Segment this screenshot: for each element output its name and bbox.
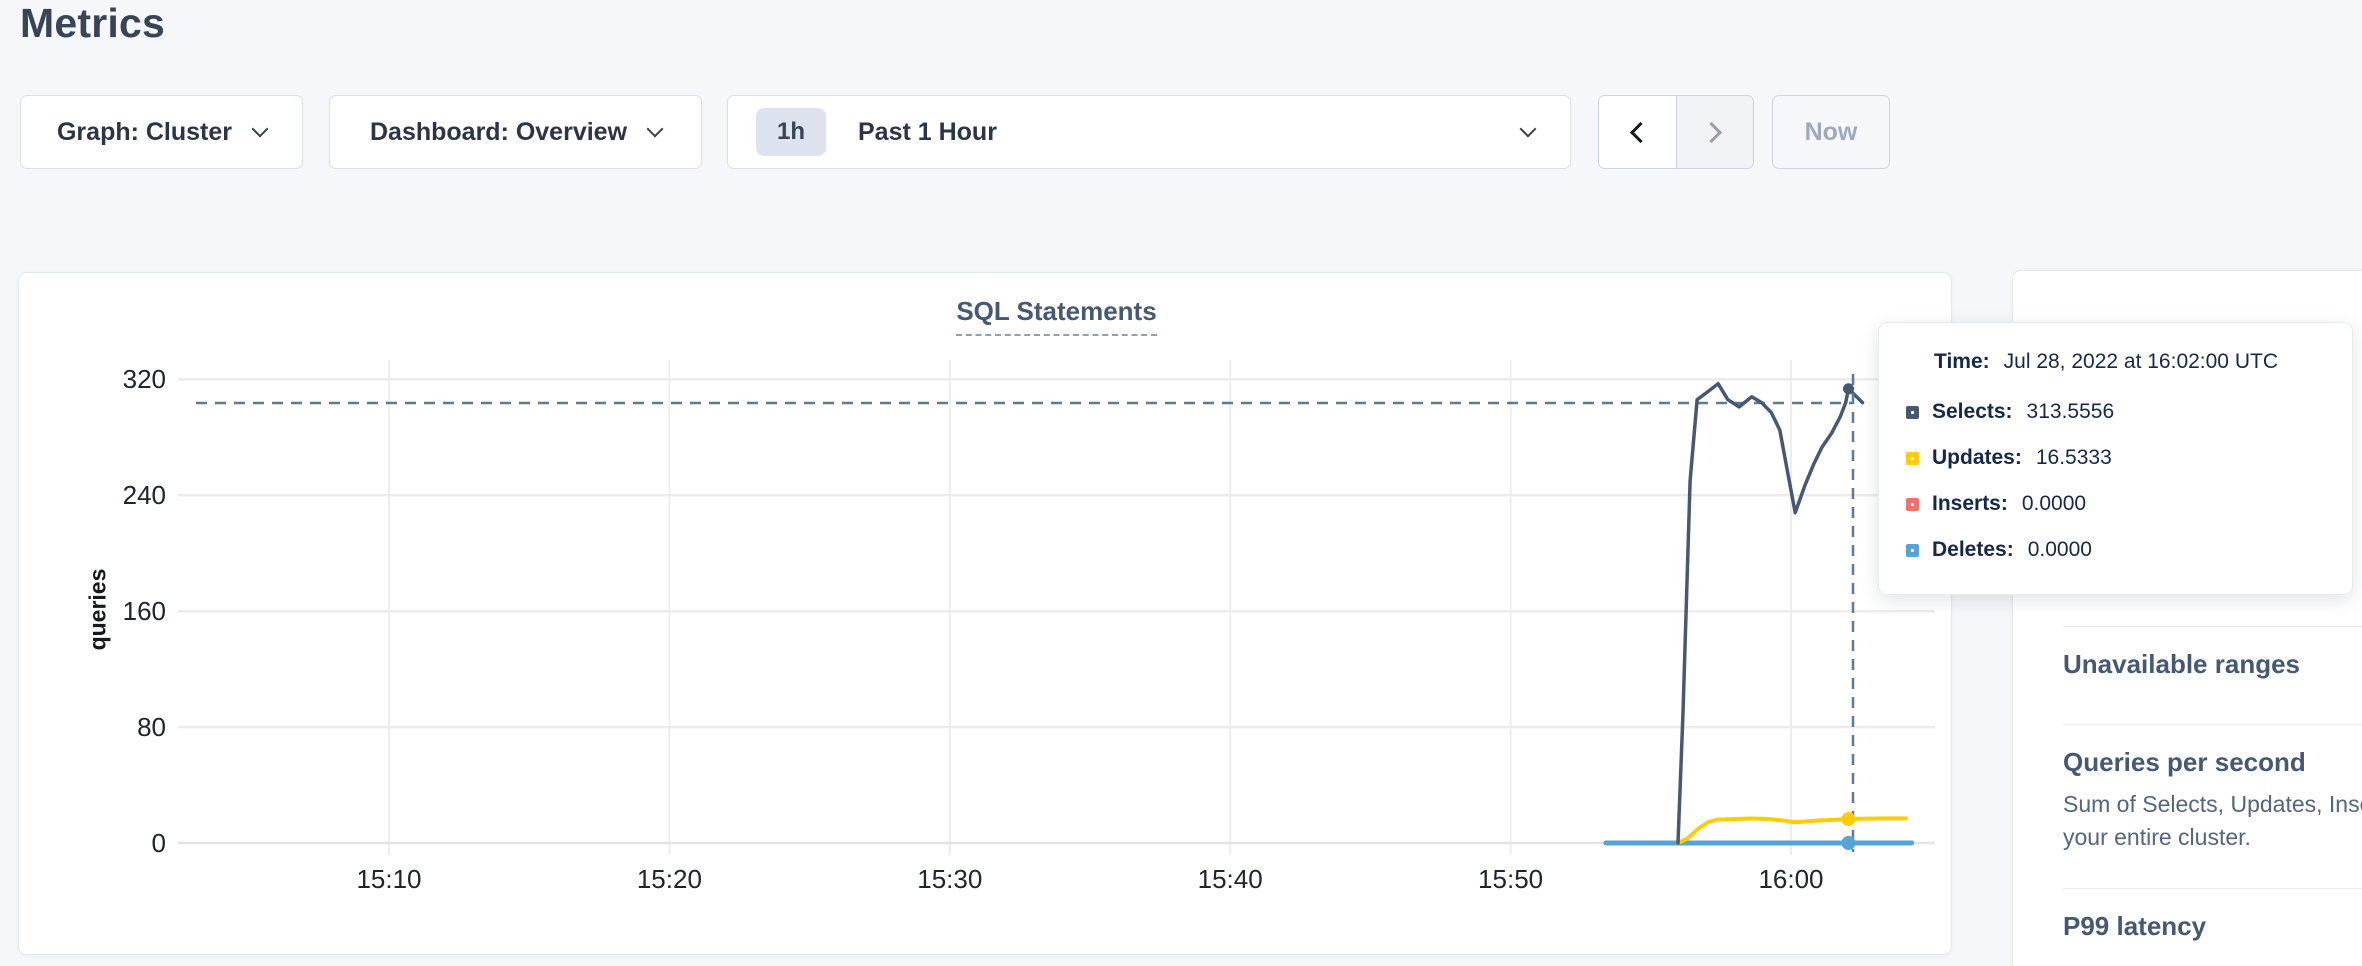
tooltip-series-value: 0.0000 bbox=[2027, 538, 2092, 561]
sidebar-section: Unavailable ranges bbox=[2063, 627, 2362, 724]
series-swatch-icon bbox=[1906, 451, 1919, 465]
graph-scope-dropdown[interactable]: Graph: Cluster bbox=[20, 95, 303, 169]
tooltip-row-updates: Updates: 16.5333 bbox=[1906, 445, 2322, 471]
x-tick-label: 15:10 bbox=[356, 864, 422, 894]
chart-title-wrap: SQL Statements bbox=[178, 296, 1935, 336]
x-tick-label: 15:30 bbox=[917, 864, 983, 894]
series-swatch-icon bbox=[1906, 497, 1919, 511]
tooltip-series-value: 313.5556 bbox=[2026, 400, 2115, 423]
tooltip-time-value: Jul 28, 2022 at 16:02:00 UTC bbox=[2003, 350, 2278, 373]
tooltip-series-label: Selects: bbox=[1932, 400, 2013, 423]
sidebar-sections: Unavailable ranges Queries per second Sum … bbox=[2063, 626, 2362, 966]
tooltip-series-label: Inserts: bbox=[1932, 492, 2008, 515]
x-tick-label: 15:50 bbox=[1478, 864, 1544, 894]
sidebar-section-heading: P99 latency bbox=[2063, 911, 2207, 941]
dashboard-dropdown-label: Dashboard: Overview bbox=[369, 117, 628, 146]
y-tick-label: 240 bbox=[122, 480, 166, 511]
time-range-badge: 1h bbox=[756, 108, 826, 156]
chevron-down-icon bbox=[646, 120, 664, 138]
tooltip-series-label: Updates: bbox=[1932, 446, 2022, 469]
tooltip-row-inserts: Inserts: 0.0000 bbox=[1906, 491, 2322, 517]
tooltip-time-row: Time: Jul 28, 2022 at 16:02:00 UTC bbox=[1934, 349, 2322, 375]
now-button[interactable]: Now bbox=[1772, 95, 1890, 169]
divider bbox=[2063, 724, 2362, 725]
series-swatch-icon bbox=[1906, 405, 1919, 419]
divider bbox=[2063, 626, 2362, 627]
page-title: Metrics bbox=[20, 0, 165, 46]
sidebar-section: Queries per second Sum of Selects, Update… bbox=[2063, 725, 2362, 888]
tooltip-series-label: Deletes: bbox=[1932, 538, 2014, 561]
y-tick-label: 80 bbox=[137, 712, 166, 743]
sidebar-section-description: Sum of Selects, Updates, Inser bbox=[2063, 791, 2362, 817]
sidebar-section-heading: Queries per second bbox=[2063, 747, 2306, 777]
y-tick-label: 0 bbox=[151, 828, 166, 858]
chart-hover-tooltip: Time: Jul 28, 2022 at 16:02:00 UTC Selec… bbox=[1878, 322, 2353, 595]
y-tick-label: 320 bbox=[122, 364, 166, 395]
sql-statements-chart-card bbox=[18, 272, 1952, 955]
time-pager bbox=[1598, 95, 1754, 169]
sidebar-section-description: your entire cluster. bbox=[2063, 824, 2251, 850]
chevron-right-icon bbox=[1701, 121, 1723, 143]
divider bbox=[2063, 888, 2362, 889]
tooltip-time-label: Time: bbox=[1934, 350, 1990, 373]
time-range-selector[interactable]: 1h Past 1 Hour bbox=[727, 95, 1571, 169]
sidebar-section: P99 latency bbox=[2063, 889, 2362, 966]
chart-title[interactable]: SQL Statements bbox=[956, 296, 1157, 336]
x-tick-label: 16:00 bbox=[1758, 864, 1824, 894]
tooltip-row-selects: Selects: 313.5556 bbox=[1906, 399, 2322, 425]
series-swatch-icon bbox=[1906, 543, 1919, 557]
sidebar-section-heading: Unavailable ranges bbox=[2063, 649, 2300, 679]
chevron-down-icon bbox=[251, 120, 269, 138]
chevron-left-icon bbox=[1629, 121, 1651, 143]
chevron-down-icon bbox=[1519, 120, 1537, 138]
x-tick-label: 15:40 bbox=[1197, 864, 1263, 894]
time-range-label: Past 1 Hour bbox=[858, 117, 997, 146]
graph-scope-dropdown-label: Graph: Cluster bbox=[56, 117, 233, 146]
tooltip-series-value: 0.0000 bbox=[2021, 492, 2087, 515]
tooltip-row-deletes: Deletes: 0.0000 bbox=[1906, 537, 2322, 563]
prev-time-button[interactable] bbox=[1599, 96, 1676, 168]
x-tick-label: 15:20 bbox=[636, 864, 702, 894]
tooltip-series-value: 16.5333 bbox=[2035, 446, 2112, 469]
y-tick-label: 160 bbox=[122, 596, 166, 627]
tooltip-series-rows: Selects: 313.5556 Updates: 16.5333 Inserts: 0… bbox=[1906, 399, 2322, 563]
dashboard-dropdown[interactable]: Dashboard: Overview bbox=[329, 95, 702, 169]
next-time-button[interactable] bbox=[1675, 96, 1753, 168]
